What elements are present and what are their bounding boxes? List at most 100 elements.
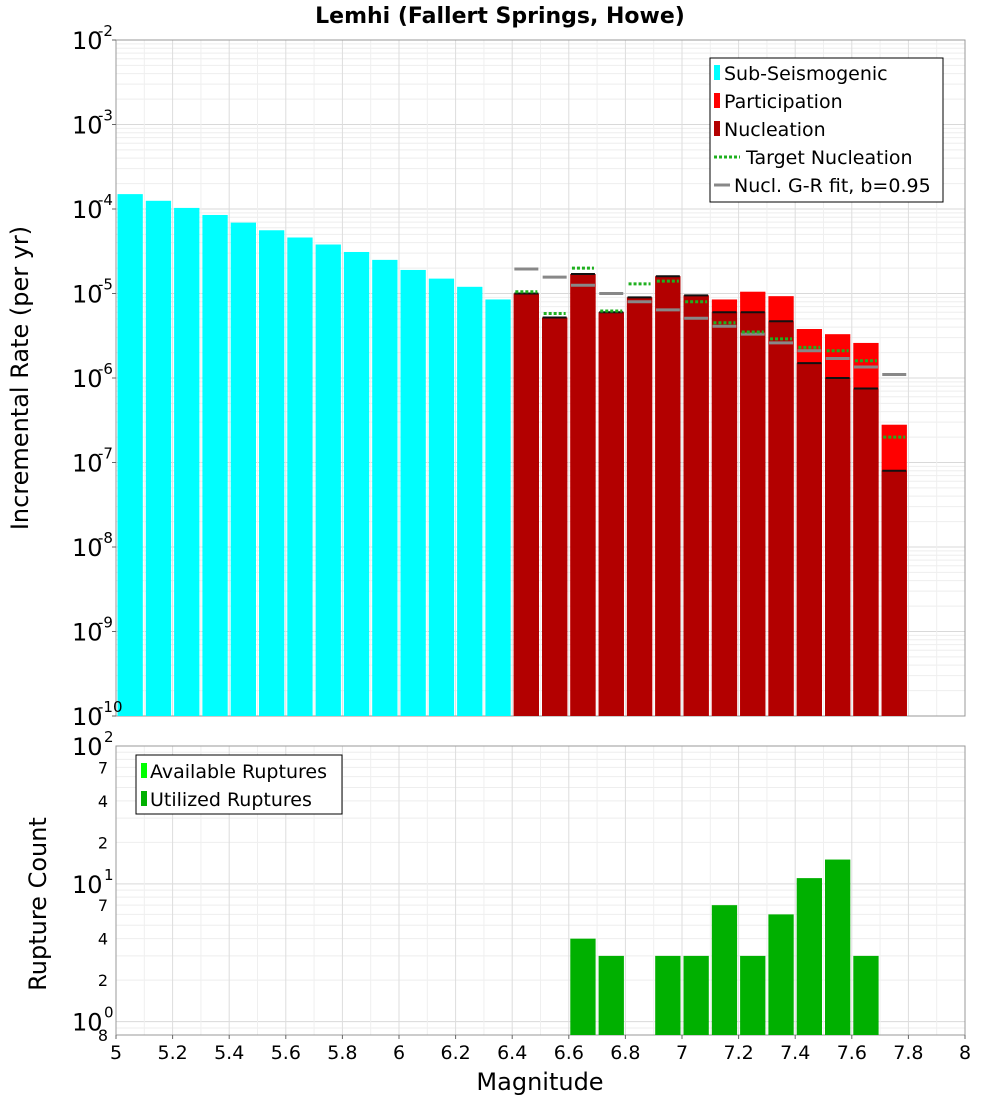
y-tick-exponent: -9: [98, 614, 113, 632]
y-tick-exponent: 1: [104, 866, 114, 884]
bar-nucleation: [768, 321, 794, 716]
x-axis-ticks: 5 5.2 5.4 5.6 5.8 6 6.2 6.4 6.6 6.8 7 7.2 7.4 7.6 7.8 8: [110, 1035, 971, 1064]
x-tick-label: 5.2: [157, 1042, 187, 1064]
chart-title: Lemhi (Fallert Springs, Howe): [315, 4, 685, 29]
bar-sub-seismogenic: [117, 194, 143, 716]
y-tick-exponent: -2: [98, 22, 113, 40]
legend-label-participation: Participation: [724, 91, 843, 113]
y-tick-exponent: -5: [98, 276, 113, 294]
y-tick-exponent: -6: [98, 360, 113, 378]
bottom-y-axis-label: Rupture Count: [24, 817, 52, 991]
y-tick-exponent: -7: [98, 445, 113, 463]
bar-sub-seismogenic: [457, 286, 483, 716]
y-tick-base: 10: [72, 733, 103, 761]
y-tick-base: 10: [72, 450, 103, 478]
bar-utilized-ruptures: [768, 914, 794, 1035]
bar-utilized-ruptures: [796, 878, 822, 1035]
x-tick-label: 6.8: [610, 1042, 640, 1064]
bar-sub-seismogenic: [259, 230, 285, 716]
y-tick-exponent: 2: [104, 728, 114, 746]
bar-sub-seismogenic: [485, 299, 511, 716]
legend-swatch-participation: [714, 93, 720, 108]
y-tick-base: 10: [72, 703, 103, 731]
bar-sub-seismogenic: [145, 200, 172, 717]
legend-label-target-nucleation: Target Nucleation: [745, 147, 913, 169]
bar-sub-seismogenic: [230, 222, 256, 716]
bar-nucleation: [598, 312, 624, 716]
x-tick-label: 7.4: [780, 1042, 810, 1064]
legend-label-available-ruptures: Available Ruptures: [150, 761, 327, 783]
y-tick-base: 10: [72, 1009, 103, 1037]
legend-swatch-nucleation: [714, 121, 720, 136]
legend-label-sub-seismogenic: Sub-Seismogenic: [724, 63, 888, 85]
x-tick-label: 5.8: [327, 1042, 357, 1064]
bar-nucleation: [626, 297, 653, 716]
x-tick-label: 7: [676, 1042, 688, 1064]
y-tick-base: 10: [72, 112, 103, 140]
top-legend: Sub-Seismogenic Participation Nucleation…: [709, 57, 944, 203]
y-tick-exponent: -4: [98, 191, 113, 209]
legend-swatch-sub-seismogenic: [714, 65, 720, 80]
bar-utilized-ruptures: [711, 905, 738, 1035]
y-tick-exponent: -10: [98, 698, 123, 716]
top-y-axis-label: Incremental Rate (per yr): [6, 226, 34, 530]
bar-nucleation: [711, 312, 738, 716]
bar-sub-seismogenic: [315, 244, 341, 716]
x-tick-label: 6.4: [497, 1042, 527, 1064]
bar-nucleation: [853, 388, 879, 716]
y-tick-exponent: -8: [98, 529, 113, 547]
bar-nucleation: [796, 363, 822, 716]
bar-utilized-ruptures: [683, 955, 709, 1035]
bar-nucleation: [881, 470, 907, 716]
y-tick-exponent: -3: [98, 107, 113, 125]
x-tick-label: 6: [393, 1042, 405, 1064]
x-tick-label: 7.8: [893, 1042, 923, 1064]
bar-nucleation: [513, 293, 539, 716]
bar-nucleation: [683, 295, 709, 716]
bottom-legend: Available Ruptures Utilized Ruptures: [135, 754, 343, 815]
bar-sub-seismogenic: [174, 207, 200, 716]
bar-sub-seismogenic: [400, 269, 426, 716]
y-tick-minor: 4: [98, 792, 108, 811]
y-tick-minor: 7: [98, 896, 108, 915]
top-plot-grid: [115, 40, 966, 717]
bar-utilized-ruptures: [598, 955, 624, 1035]
x-tick-label: 7.2: [723, 1042, 753, 1064]
bar-sub-seismogenic: [428, 278, 455, 716]
bar-sub-seismogenic: [202, 214, 228, 716]
y-tick-minor: 4: [98, 930, 108, 949]
bar-utilized-ruptures: [740, 955, 766, 1035]
bottom-plot-frame: [115, 745, 966, 1036]
x-tick-label: 6.2: [440, 1042, 470, 1064]
bar-utilized-ruptures: [655, 955, 681, 1035]
y-tick-base: 10: [72, 281, 103, 309]
y-tick-minor: 7: [98, 758, 108, 777]
x-tick-label: 5.4: [214, 1042, 244, 1064]
legend-label-utilized-ruptures: Utilized Ruptures: [150, 789, 312, 811]
legend-label-gr-fit: Nucl. G-R fit, b=0.95: [734, 175, 931, 197]
x-tick-label: 8: [959, 1042, 971, 1064]
y-tick-minor: 8: [98, 1026, 108, 1045]
bar-utilized-ruptures: [853, 955, 879, 1035]
x-axis-label: Magnitude: [476, 1068, 603, 1096]
top-legend-box: [709, 57, 944, 203]
x-tick-label: 7.6: [837, 1042, 867, 1064]
x-tick-label: 5.6: [271, 1042, 301, 1064]
x-tick-label: 6.6: [554, 1042, 584, 1064]
legend-swatch-available-ruptures: [141, 763, 147, 778]
bar-nucleation: [542, 317, 568, 716]
y-tick-base: 10: [72, 196, 103, 224]
y-tick-base: 10: [72, 365, 103, 393]
bar-sub-seismogenic: [372, 259, 398, 716]
bar-nucleation: [825, 378, 851, 716]
bar-utilized-ruptures: [570, 938, 596, 1035]
bottom-plot-bars: [570, 859, 879, 1035]
y-tick-exponent: 0: [104, 1004, 114, 1022]
y-tick-base: 10: [72, 27, 103, 55]
bar-nucleation: [655, 276, 681, 716]
bar-sub-seismogenic: [343, 251, 370, 717]
legend-swatch-utilized-ruptures: [141, 791, 147, 806]
